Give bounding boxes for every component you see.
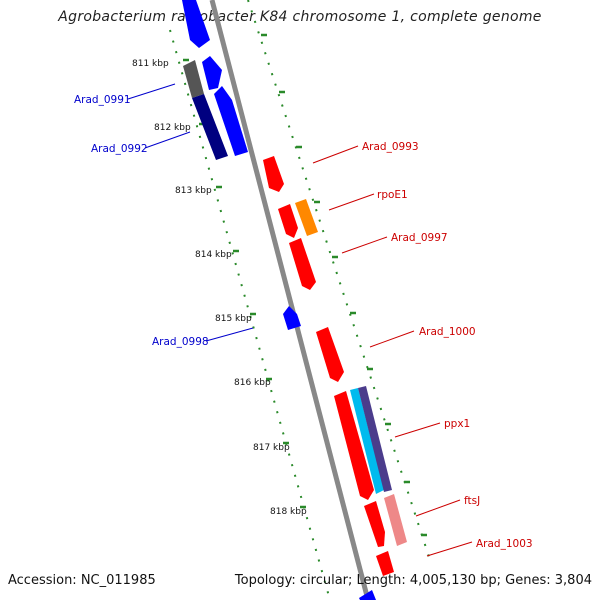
gene-arrow-forward[interactable] xyxy=(289,238,316,290)
gene-label[interactable]: Arad_0992 xyxy=(91,143,148,155)
gene-arrow-forward[interactable] xyxy=(334,391,374,500)
gene-arrow-forward[interactable] xyxy=(263,156,284,192)
kbp-label: 813 kbp xyxy=(175,186,212,196)
gene-arrow-forward[interactable] xyxy=(278,204,298,238)
gene-label[interactable]: Arad_0997 xyxy=(391,232,448,244)
gene-label[interactable]: rpoE1 xyxy=(377,189,408,201)
gene-label[interactable]: Arad_1000 xyxy=(419,326,476,338)
kbp-label: 817 kbp xyxy=(253,443,290,453)
map-title: Agrobacterium radiobacter K84 chromosome… xyxy=(58,9,542,25)
gene-arrow-reverse[interactable] xyxy=(202,56,222,90)
gene-arrow-reverse[interactable] xyxy=(359,590,376,600)
kbp-label: 811 kbp xyxy=(132,59,169,69)
gene-label[interactable]: ftsJ xyxy=(464,495,480,507)
gene-arrow-forward[interactable] xyxy=(358,386,392,492)
gene-label[interactable]: Arad_0993 xyxy=(362,141,419,153)
kbp-label: 816 kbp xyxy=(234,378,271,388)
gene-label[interactable]: ppx1 xyxy=(444,418,470,430)
gene-label[interactable]: Arad_0991 xyxy=(74,94,131,106)
scale-tick-marks-right xyxy=(261,33,427,537)
kbp-label: 818 kbp xyxy=(270,507,307,517)
gene-arrow-reverse[interactable] xyxy=(214,86,248,156)
gene-arrow-forward[interactable] xyxy=(364,501,385,547)
accession-text: Accession: NC_011985 xyxy=(8,573,156,588)
gene-arrow-forward[interactable] xyxy=(384,494,407,546)
gene-label[interactable]: Arad_0998 xyxy=(152,336,209,348)
gene-arrow-forward[interactable] xyxy=(295,199,318,236)
kbp-label: 815 kbp xyxy=(215,314,252,324)
gene-arrow-reverse[interactable] xyxy=(182,0,210,48)
gene-arrow-forward[interactable] xyxy=(316,327,344,382)
gene-arrow-forward[interactable] xyxy=(350,388,384,494)
scale-line-right xyxy=(247,0,431,561)
gene-arrow-forward[interactable] xyxy=(376,551,394,576)
gene-arrow-reverse[interactable] xyxy=(192,94,228,160)
kbp-label: 814 kbp xyxy=(195,250,232,260)
genome-summary-text: Topology: circular; Length: 4,005,130 bp… xyxy=(234,573,592,588)
gene-arrow-reverse[interactable] xyxy=(183,60,204,98)
genome-backbone xyxy=(209,0,371,600)
gene-arrow-reverse[interactable] xyxy=(283,306,301,330)
label-leaders xyxy=(127,83,473,557)
kbp-label: 812 kbp xyxy=(154,123,191,133)
gene-label[interactable]: Arad_1003 xyxy=(476,538,533,550)
